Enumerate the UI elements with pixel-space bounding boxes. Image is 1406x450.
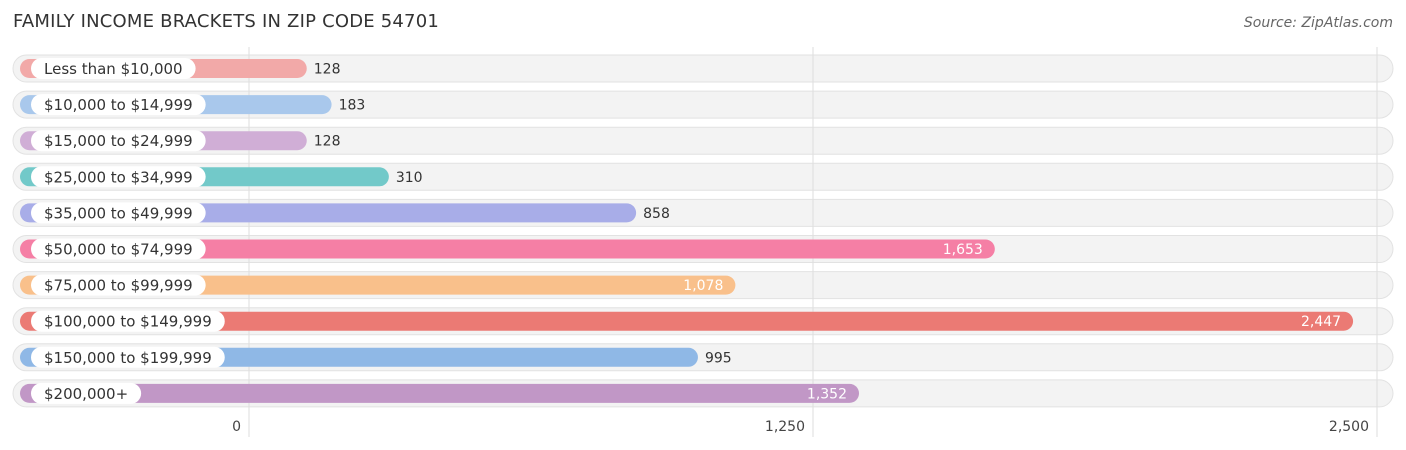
value-label: 128 <box>314 134 341 150</box>
value-label: 128 <box>314 62 341 78</box>
value-label: 1,352 <box>807 386 847 402</box>
category-pill <box>31 238 206 260</box>
category-label: $35,000 to $49,999 <box>44 204 193 222</box>
category-label: $25,000 to $34,999 <box>44 168 193 186</box>
bar <box>20 239 995 259</box>
bar <box>20 311 1354 331</box>
category-pill <box>31 310 225 332</box>
bar <box>20 383 860 403</box>
category-label: $75,000 to $99,999 <box>44 277 193 295</box>
x-tick-label: 2,500 <box>1329 419 1369 435</box>
category-pill <box>31 202 206 224</box>
category-pill <box>31 166 206 188</box>
row-band <box>12 126 1394 155</box>
value-label: 2,447 <box>1301 314 1341 330</box>
value-label: 995 <box>705 350 732 366</box>
value-label: 310 <box>396 170 423 186</box>
chart-title: FAMILY INCOME BRACKETS IN ZIP CODE 54701 <box>13 11 440 32</box>
category-pill <box>31 130 206 152</box>
x-tick-label: 0 <box>232 419 241 435</box>
category-label: $50,000 to $74,999 <box>44 241 193 259</box>
x-tick-label: 1,250 <box>765 419 805 435</box>
category-label: $100,000 to $149,999 <box>44 313 212 331</box>
value-label: 858 <box>643 206 670 222</box>
category-pill <box>31 58 196 79</box>
chart-source: Source: ZipAtlas.com <box>1243 15 1393 31</box>
category-label: $10,000 to $14,999 <box>44 96 193 114</box>
value-label: 183 <box>339 98 366 114</box>
category-pill <box>31 346 225 368</box>
category-pill <box>31 274 206 296</box>
value-label: 1,078 <box>683 278 723 294</box>
category-label: $200,000+ <box>44 385 128 403</box>
row-band <box>12 90 1394 119</box>
category-pill <box>31 94 206 116</box>
value-label: 1,653 <box>943 242 983 258</box>
category-label: Less than $10,000 <box>44 60 183 78</box>
row-band <box>12 54 1394 83</box>
category-label: $15,000 to $24,999 <box>44 132 193 150</box>
category-pill <box>31 382 142 404</box>
category-label: $150,000 to $199,999 <box>44 349 212 367</box>
